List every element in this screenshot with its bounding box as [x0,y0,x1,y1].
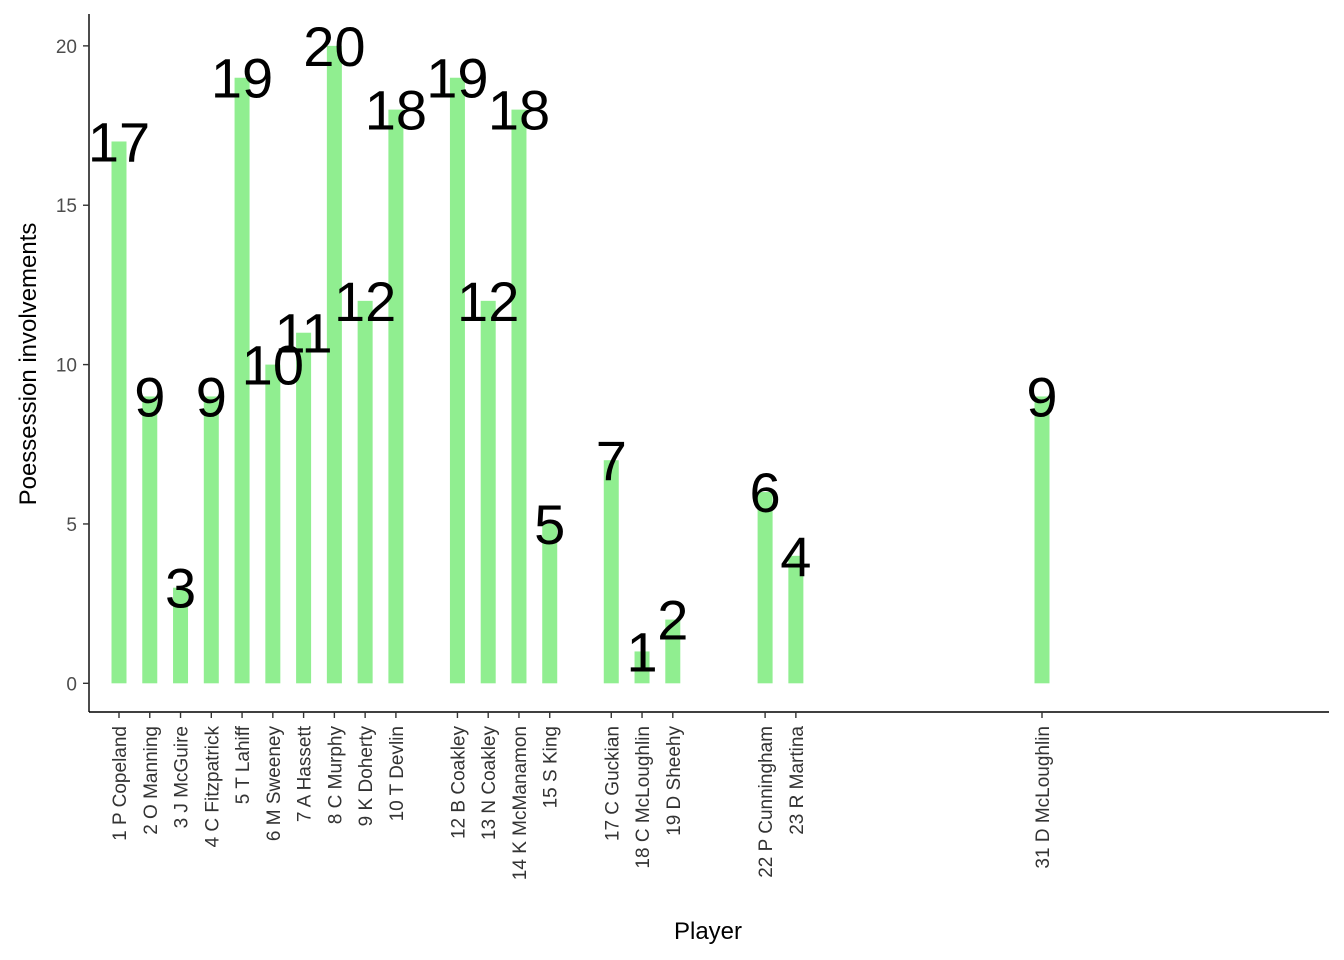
data-label: 7 [596,429,627,492]
x-tick-label: 7 A Hassett [295,725,316,822]
data-label: 4 [780,525,811,588]
bar [203,396,219,684]
data-label: 12 [334,270,396,333]
bar [388,109,404,684]
x-tick-label: 22 P Cunningham [756,726,777,878]
data-label: 9 [1026,365,1057,428]
x-tick-label: 10 T Devlin [387,726,408,821]
x-tick-label: 8 C Murphy [325,726,346,825]
bar [111,141,127,684]
bar [788,555,804,684]
x-axis: 1 P Copeland 2 O Manning 3 J McGuire 4 C Fi… [89,711,1329,880]
x-tick-label: 15 S King [541,726,562,808]
bar [234,77,250,684]
x-tick-label: 6 M Sweeney [264,726,285,842]
data-label: 20 [303,15,365,78]
data-label: 19 [211,47,273,110]
data-label: 18 [365,79,427,142]
bar [1034,396,1050,684]
data-label: 9 [134,365,165,428]
y-tick-label: 20 [56,37,77,58]
y-axis-title: Poessession involvements [15,223,42,506]
bars [111,45,1050,684]
bar [357,300,373,684]
y-axis: 0 5 10 15 20 [56,14,90,712]
data-label: 6 [750,461,781,524]
bar [142,396,158,684]
x-tick-label: 12 B Coakley [448,726,469,840]
x-tick-label: 31 D McLoughlin [1033,726,1054,869]
data-label: 18 [488,79,550,142]
x-tick-label: 1 P Copeland [110,726,131,841]
data-label: 19 [426,47,488,110]
bar [603,460,619,684]
bar [757,492,773,684]
x-tick-label: 14 K McManamon [510,726,531,880]
x-tick-label: 4 C Fitzpatrick [202,726,223,848]
bar [480,300,496,684]
x-tick-label: 2 O Manning [141,726,162,835]
data-label: 3 [165,557,196,620]
y-tick-label: 0 [66,674,77,695]
x-tick-label: 23 R Martina [787,726,808,835]
bar [542,523,558,684]
bar [511,109,527,684]
x-tick-label: 19 D Sheehy [664,726,685,836]
bar [296,332,312,684]
x-tick-label: 18 C McLoughlin [633,726,654,869]
data-label: 5 [534,493,565,556]
y-tick-label: 15 [56,196,77,217]
x-tick-label: 17 C Guckian [602,726,623,841]
bar [173,587,189,684]
bar [665,619,681,684]
y-tick-label: 5 [66,515,77,536]
data-label: 1 [626,620,657,683]
data-label: 2 [657,589,688,652]
x-tick-label: 9 K Doherty [356,726,377,827]
data-label: 10 [242,334,304,397]
x-tick-label: 13 N Coakley [479,726,500,841]
bar [449,77,465,684]
data-label: 17 [88,110,150,173]
bar [265,364,281,684]
data-label: 9 [196,365,227,428]
y-tick-label: 10 [56,356,77,377]
data-label: 12 [457,270,519,333]
x-tick-label: 3 J McGuire [172,726,193,828]
data-label: 11 [275,302,333,365]
bar [326,45,342,684]
bar [634,651,650,684]
x-axis-title: Player [674,918,742,945]
x-tick-label: 5 T Lahiff [233,725,254,804]
